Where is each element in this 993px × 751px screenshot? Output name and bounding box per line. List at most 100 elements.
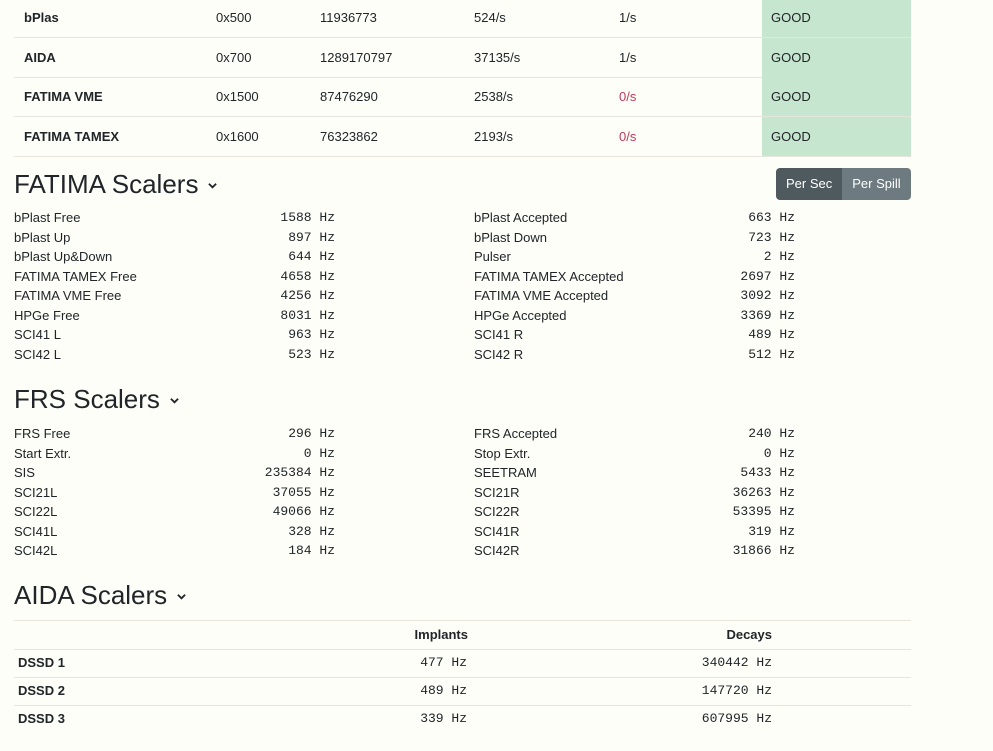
- scaler-label: SCI21L: [14, 484, 58, 500]
- scaler-label: FATIMA VME Accepted: [474, 288, 609, 303]
- decays-value: 607995 Hz: [701, 711, 772, 726]
- detector-name: FATIMA TAMEX: [24, 129, 120, 145]
- scaler-label: SCI42L: [14, 543, 58, 558]
- event-count-cell: 76323862: [320, 129, 378, 145]
- scaler-label: SCI22L: [14, 504, 58, 519]
- dssd-name: DSSD 2: [18, 683, 65, 698]
- scaler-row: HPGe Free 8031 Hz: [14, 306, 335, 325]
- scaler-row: bPlast Accepted 663 Hz: [474, 208, 795, 227]
- scaler-label: bPlast Up&Down: [14, 249, 113, 264]
- decays-value: 147720 Hz: [701, 683, 772, 698]
- scaler-label: HPGe Free: [14, 307, 80, 323]
- spill-rate-cell: 0/s: [619, 129, 637, 145]
- address-cell: 0x700: [216, 49, 252, 65]
- spill-rate-cell: 1/s: [619, 10, 637, 25]
- section-title: AIDA Scalers: [14, 580, 168, 610]
- implants-value: 339 Hz: [420, 711, 467, 726]
- per-spill-button[interactable]: Per Spill: [842, 168, 911, 200]
- scaler-row: bPlast Up 897 Hz: [14, 228, 335, 247]
- scaler-row: SCI42 L 523 Hz: [14, 345, 335, 364]
- column-header-decays: Decays: [726, 627, 772, 642]
- status-badge: GOOD: [762, 37, 911, 77]
- address-cell: 0x1600: [216, 129, 259, 145]
- scaler-value: 4658 Hz: [280, 268, 335, 284]
- scaler-row: FATIMA VME Accepted 3092 Hz: [474, 286, 795, 305]
- scaler-row: SCI42L 184 Hz: [14, 541, 335, 560]
- address-cell: 0x500: [216, 10, 252, 25]
- scaler-value: 897 Hz: [288, 229, 335, 245]
- rate-cell: 2538/s: [474, 89, 514, 105]
- frs-scalers-heading[interactable]: FRS Scalers: [14, 384, 179, 414]
- scaler-value: 723 Hz: [748, 229, 795, 245]
- implants-value: 489 Hz: [420, 683, 467, 698]
- detector-name: FATIMA VME: [24, 89, 103, 105]
- scaler-value: 328 Hz: [288, 523, 335, 539]
- scaler-value: 3369 Hz: [740, 307, 795, 323]
- scaler-row: SCI21R 36263 Hz: [474, 483, 795, 502]
- table-row: FATIMA TAMEX 0x1600 76323862 2193/s 0/s GOOD: [14, 117, 911, 158]
- scaler-row: bPlast Free 1588 Hz: [14, 208, 335, 227]
- scaler-value: 36263 Hz: [732, 484, 795, 500]
- scaler-value: 1588 Hz: [280, 210, 335, 225]
- scaler-value: 37055 Hz: [272, 484, 335, 500]
- scaler-row: FRS Accepted 240 Hz: [474, 424, 795, 443]
- scaler-value: 3092 Hz: [740, 288, 795, 303]
- scaler-label: bPlast Free: [14, 210, 81, 225]
- scaler-row: SCI42 R 512 Hz: [474, 345, 795, 364]
- scaler-row: FATIMA TAMEX Free 4658 Hz: [14, 267, 335, 286]
- scaler-value: 0 Hz: [763, 445, 795, 461]
- scaler-value: 8031 Hz: [280, 307, 335, 323]
- per-sec-button[interactable]: Per Sec: [776, 168, 843, 200]
- rate-mode-toggle: Per Sec Per Spill: [776, 168, 911, 200]
- scaler-label: SCI41L: [14, 523, 58, 539]
- table-row: AIDA 0x700 1289170797 37135/s 1/s GOOD: [14, 37, 911, 78]
- detector-name: AIDA: [24, 49, 56, 65]
- scaler-row: SCI41 R 489 Hz: [474, 325, 795, 344]
- scaler-row: SCI21L 37055 Hz: [14, 483, 335, 502]
- scaler-label: Pulser: [474, 249, 511, 264]
- scaler-value: 184 Hz: [288, 543, 335, 558]
- scaler-label: SCI41 L: [14, 327, 61, 342]
- table-row: DSSD 3 339 Hz 607995 Hz: [14, 705, 911, 733]
- scaler-row: SCI41R 319 Hz: [474, 522, 795, 541]
- status-badge: GOOD: [762, 0, 911, 37]
- table-row: DSSD 1 477 Hz 340442 Hz: [14, 649, 911, 677]
- scaler-row: SCI41 L 963 Hz: [14, 325, 335, 344]
- scaler-row: FATIMA TAMEX Accepted 2697 Hz: [474, 267, 795, 286]
- scaler-value: 963 Hz: [288, 327, 335, 342]
- scaler-value: 2697 Hz: [740, 268, 795, 284]
- chevron-down-icon: [177, 594, 186, 600]
- scaler-label: SCI41 R: [474, 327, 524, 342]
- scaler-value: 319 Hz: [748, 523, 795, 539]
- detector-name: bPlas: [24, 10, 59, 25]
- scaler-row: SEETRAM 5433 Hz: [474, 463, 795, 482]
- dssd-name: DSSD 1: [18, 655, 65, 670]
- event-count-cell: 1289170797: [320, 49, 393, 65]
- event-count-cell: 11936773: [320, 10, 377, 25]
- scaler-label: Stop Extr.: [474, 445, 531, 461]
- scaler-row: SCI22L 49066 Hz: [14, 502, 335, 521]
- scaler-value: 523 Hz: [288, 346, 335, 362]
- scaler-label: SIS: [14, 465, 35, 480]
- scaler-label: SCI21R: [474, 484, 520, 500]
- chevron-down-icon: [170, 398, 179, 404]
- scaler-label: SCI42R: [474, 543, 520, 558]
- section-title: FATIMA Scalers: [14, 169, 199, 199]
- scaler-value: 4256 Hz: [280, 288, 335, 303]
- table-divider: [14, 677, 911, 678]
- scaler-value: 31866 Hz: [732, 543, 795, 558]
- spill-rate-cell: 0/s: [619, 89, 637, 105]
- rate-cell: 524/s: [474, 10, 506, 25]
- scaler-label: FRS Accepted: [474, 426, 558, 441]
- rate-cell: 2193/s: [474, 129, 514, 145]
- table-row: bPlas 0x500 11936773 524/s 1/s GOOD: [14, 0, 911, 38]
- fatima-scalers-heading[interactable]: FATIMA Scalers: [14, 169, 218, 199]
- decays-value: 340442 Hz: [701, 655, 772, 670]
- scaler-label: SCI41R: [474, 523, 520, 539]
- column-header-implants: Implants: [414, 627, 468, 642]
- scaler-label: SCI42 R: [474, 346, 524, 362]
- aida-scalers-heading[interactable]: AIDA Scalers: [14, 580, 186, 610]
- scaler-row: FATIMA VME Free 4256 Hz: [14, 286, 335, 305]
- scaler-value: 235384 Hz: [264, 465, 335, 480]
- scaler-row: SCI42R 31866 Hz: [474, 541, 795, 560]
